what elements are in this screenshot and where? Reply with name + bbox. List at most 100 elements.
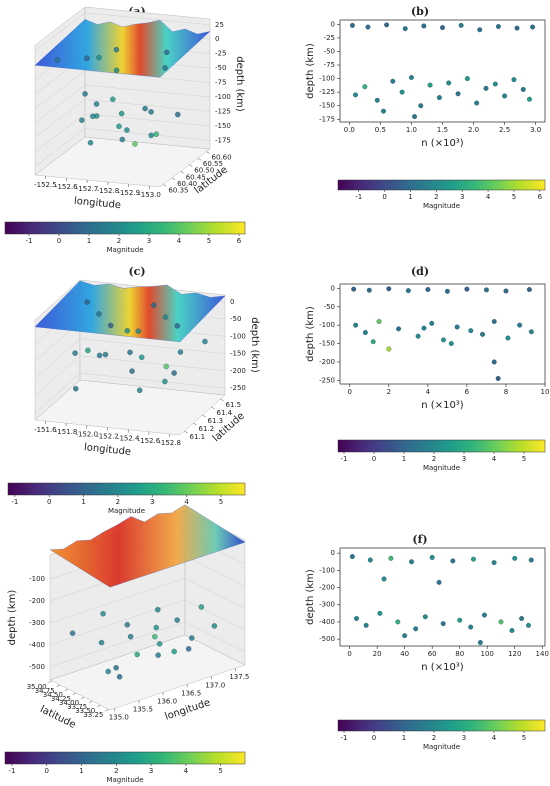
x-axis-label: n (×10³)	[421, 138, 464, 149]
point	[474, 100, 480, 106]
y-tick-label: 34.25	[51, 695, 71, 703]
colorbar-tick-label: -1	[341, 455, 348, 463]
colorbar-tick-label: 2	[432, 455, 436, 463]
colorbar-tick-label: 5	[218, 767, 222, 775]
point	[454, 324, 460, 330]
point	[519, 616, 525, 621]
colorbar-label: Magnitude	[423, 464, 460, 472]
point	[119, 136, 126, 143]
point	[444, 288, 450, 294]
y-tick-label: 60.60	[212, 154, 232, 162]
point	[455, 91, 461, 97]
x-tick-label: -152.7	[76, 185, 99, 193]
x-tick-label: 0.0	[344, 126, 355, 134]
y-tick	[64, 688, 68, 692]
point	[530, 24, 536, 30]
point	[384, 22, 390, 28]
point	[73, 385, 79, 392]
point	[152, 633, 158, 640]
surface	[49, 504, 246, 588]
x-tick-label: 0	[347, 650, 351, 658]
colorbar-tick-label: 2	[117, 237, 121, 245]
y-tick	[220, 398, 224, 402]
point	[113, 665, 119, 671]
point	[353, 92, 358, 98]
point	[436, 579, 442, 585]
point	[84, 299, 90, 305]
point	[113, 46, 120, 53]
z-tick-label: -50	[215, 64, 226, 72]
y-tick-label: -175	[319, 115, 335, 123]
point	[477, 27, 483, 33]
point	[512, 555, 518, 561]
x-tick-label: -152.9	[117, 189, 140, 197]
z-tick-label: -25	[215, 50, 226, 58]
y-tick	[56, 684, 60, 688]
point	[422, 614, 428, 620]
point	[509, 628, 515, 633]
x-tick-label: 4	[426, 388, 431, 396]
point	[153, 624, 160, 631]
point	[492, 81, 498, 87]
y-axis-label: depth (km)	[305, 43, 316, 99]
point	[409, 559, 414, 565]
colorbar-tick-label: 3	[149, 767, 153, 775]
y-tick	[72, 692, 77, 696]
point	[162, 314, 169, 320]
colorbar-tick-label: 6	[237, 237, 242, 245]
point	[408, 75, 414, 80]
colorbar-tick-label: -1	[26, 237, 33, 245]
point	[514, 25, 520, 31]
point	[124, 621, 131, 628]
colorbar-tick-label: 3	[147, 237, 151, 245]
point	[138, 354, 145, 361]
point	[177, 349, 184, 355]
point	[402, 26, 408, 32]
colorbar	[337, 439, 546, 453]
y-tick	[197, 157, 202, 161]
y-tick-label: 34.75	[35, 687, 55, 695]
point	[87, 139, 94, 146]
y-tick-label: 34.00	[59, 699, 79, 707]
z-tick-label: -50	[230, 315, 241, 323]
y-tick	[105, 708, 109, 712]
z-tick-label: 0	[230, 298, 234, 306]
point	[110, 96, 116, 103]
point	[84, 55, 90, 62]
point	[441, 337, 446, 343]
colorbar-tick-label: 2	[114, 767, 118, 775]
y-tick-label: 34.50	[43, 691, 63, 699]
panel-label: (d)	[411, 265, 429, 278]
z-axis-label: depth (km)	[234, 56, 245, 112]
point	[446, 80, 452, 86]
x-tick-label: 0	[348, 388, 352, 396]
colorbar-label: Magnitude	[423, 743, 460, 751]
point	[105, 668, 111, 675]
grid-line	[34, 113, 211, 153]
y-tick-label: 61.2	[199, 425, 215, 433]
point	[211, 623, 218, 629]
plot-area	[339, 19, 546, 123]
y-tick	[202, 414, 206, 418]
point	[405, 288, 411, 294]
point	[79, 117, 85, 123]
colorbar	[4, 751, 246, 765]
point	[96, 54, 102, 61]
point	[427, 82, 433, 88]
point	[163, 49, 170, 56]
point	[124, 127, 130, 133]
y-tick	[97, 704, 101, 708]
y-tick-label: -50	[324, 47, 335, 55]
point	[370, 339, 376, 345]
point	[429, 320, 435, 326]
z-tick-label: -250	[230, 384, 246, 392]
colorbar-label: Magnitude	[108, 507, 145, 515]
y-tick-label: -500	[319, 635, 335, 643]
x-tick-label: 2.0	[468, 126, 479, 134]
y-tick-label: 60.55	[203, 160, 223, 168]
y-axis-label: depth (km)	[305, 569, 316, 625]
point	[477, 640, 483, 646]
y-tick-label: 60.45	[186, 173, 206, 181]
point	[113, 67, 120, 74]
point	[162, 378, 168, 385]
